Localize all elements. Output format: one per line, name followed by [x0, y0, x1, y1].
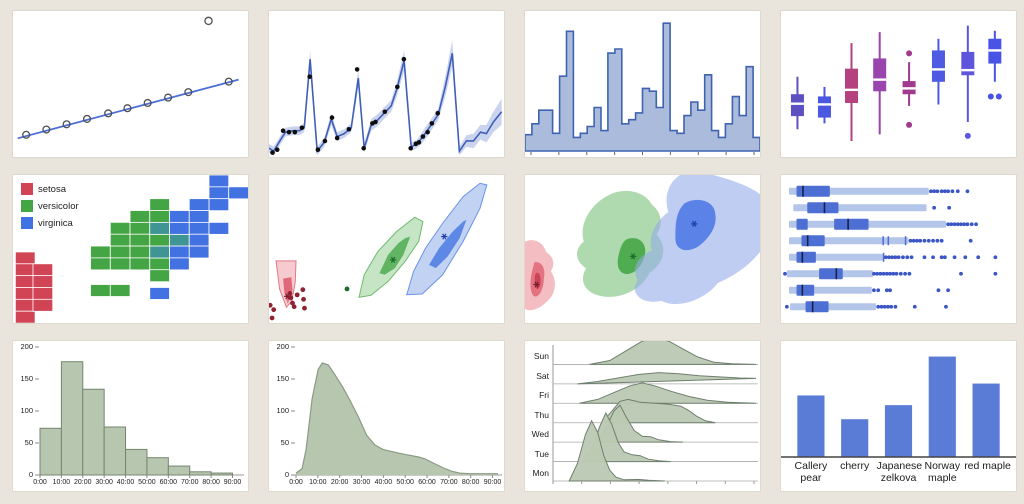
duration-histogram-chart — [35, 346, 244, 478]
tree-species-bars-chart — [781, 356, 1016, 458]
thumb-tree-species-bars[interactable]: Callery pear cherry Japanese zelkova Norway ma… — [780, 340, 1017, 492]
thumb-duration-density-area[interactable]: 200 150 100 50 0 0:00 10:00 20:00 30:00 40:00 50:0… — [268, 340, 505, 492]
line-confidence-band-chart — [269, 40, 503, 156]
thumb-density-contours[interactable] — [524, 174, 761, 324]
step-histogram-chart — [525, 22, 760, 155]
duration-density-area-chart — [291, 346, 502, 478]
thumb-line-confidence-band[interactable] — [268, 10, 505, 158]
thumb-duration-histogram[interactable]: 200 150 100 50 0 0:00 10:00 20:00 30:00 40:00 50:0… — [12, 340, 249, 492]
boxplots-chart — [790, 25, 1002, 141]
thumb-step-histogram[interactable] — [524, 10, 761, 158]
thumb-horizontal-boxplots-dots[interactable] — [780, 174, 1017, 324]
weekday-ridgeline-chart — [552, 341, 758, 484]
thumb-weekday-ridgeline[interactable]: Sun Sat Fri Thu Wed Tue Mon — [524, 340, 761, 492]
regression-scatter-chart — [17, 16, 239, 140]
thumb-regression-scatter[interactable] — [12, 10, 249, 158]
thumb-boxplots[interactable] — [780, 10, 1017, 158]
thumb-iris-cell-heatmap[interactable]: setosa versicolor virginica — [12, 174, 249, 324]
thumb-contour-polygons[interactable] — [268, 174, 505, 324]
iris-cell-heatmap-chart — [14, 175, 248, 323]
density-contours-chart — [525, 175, 760, 311]
horizontal-boxplots-dots-chart — [783, 185, 998, 313]
contour-polygons-chart — [269, 182, 488, 321]
